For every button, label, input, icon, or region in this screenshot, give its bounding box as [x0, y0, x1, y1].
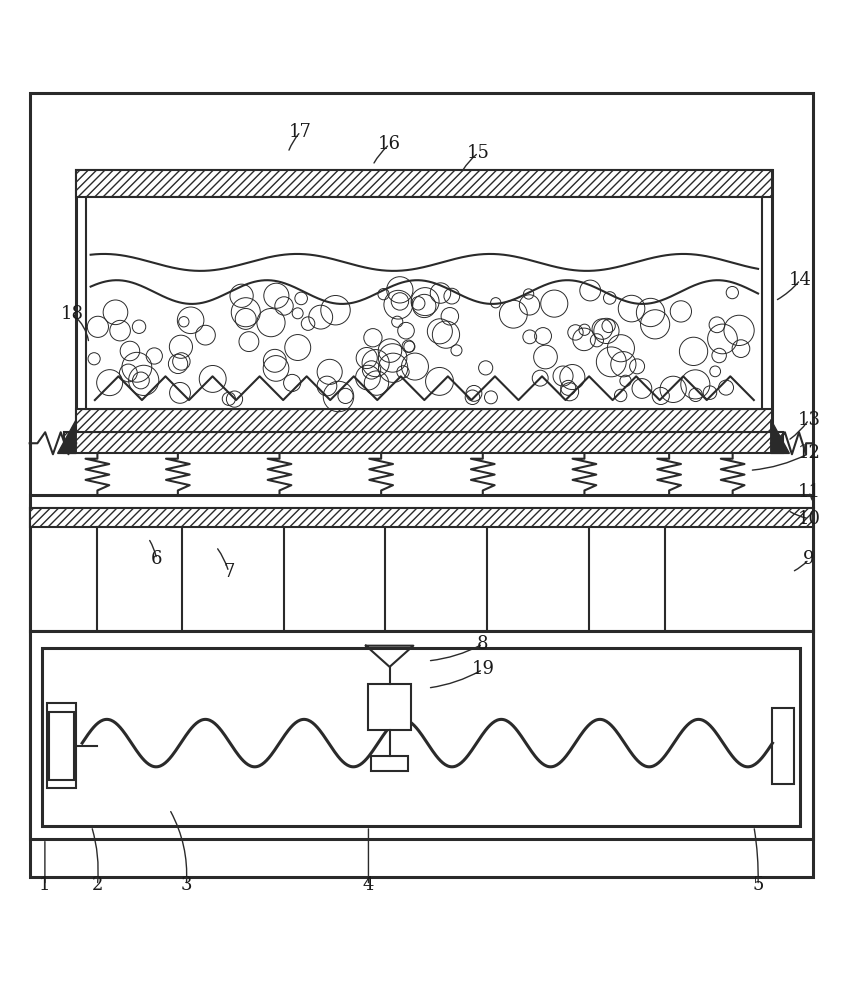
Bar [47, 703, 76, 788]
Bar [30, 508, 813, 631]
Bar [368, 684, 411, 730]
Text: 14: 14 [789, 271, 812, 289]
Text: 12: 12 [797, 444, 821, 462]
Text: 13: 13 [797, 411, 821, 429]
Text: 19: 19 [471, 660, 495, 678]
Text: 10: 10 [797, 510, 821, 528]
Bar [86, 197, 762, 409]
Polygon shape [771, 420, 789, 453]
Bar [42, 648, 800, 826]
Text: 3: 3 [180, 876, 192, 894]
Bar [76, 170, 772, 432]
Text: 5: 5 [752, 876, 764, 894]
Text: 7: 7 [223, 563, 235, 581]
Text: 18: 18 [60, 305, 84, 323]
Text: 11: 11 [797, 483, 821, 501]
Text: 16: 16 [378, 135, 401, 153]
Text: 8: 8 [477, 635, 489, 653]
Text: 1: 1 [39, 876, 51, 894]
Text: 17: 17 [289, 123, 313, 141]
Text: 4: 4 [363, 876, 374, 894]
Bar [30, 495, 813, 508]
Bar [371, 756, 408, 771]
Text: 15: 15 [467, 144, 490, 162]
Text: 2: 2 [91, 876, 103, 894]
Bar [76, 170, 772, 197]
Bar [76, 409, 772, 432]
Bar [30, 508, 813, 527]
Text: 6: 6 [151, 550, 163, 568]
Bar [49, 712, 74, 780]
Polygon shape [58, 420, 76, 453]
Bar [772, 708, 794, 784]
Bar [30, 631, 813, 839]
Text: 9: 9 [803, 550, 815, 568]
Bar [64, 432, 783, 453]
